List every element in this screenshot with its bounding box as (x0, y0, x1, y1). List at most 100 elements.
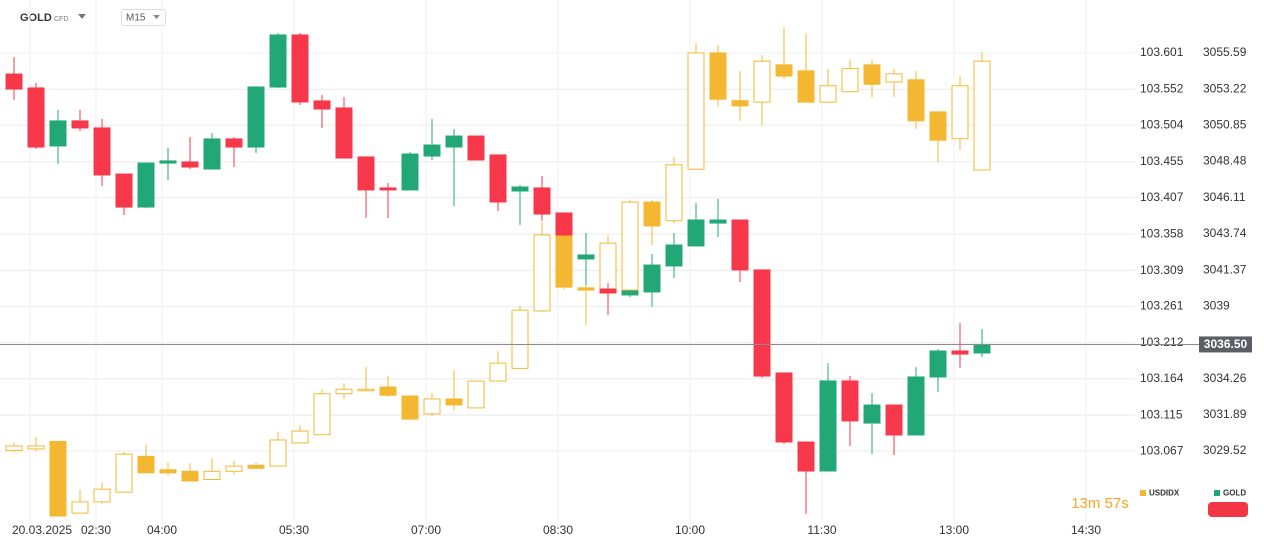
candles (5, 27, 991, 517)
legend-label: USDIDX (1149, 489, 1180, 498)
candle-body (511, 186, 529, 192)
candle-body (555, 234, 573, 288)
candle-body (181, 161, 199, 168)
candle-body (269, 439, 287, 467)
current-price-box (1199, 336, 1252, 353)
candle-body (5, 73, 23, 90)
y-tick-label: 103.309 (1140, 263, 1184, 277)
candle-body (951, 350, 969, 355)
candle-body (203, 470, 221, 480)
symbol[interactable]: GOLD (20, 12, 52, 24)
x-tick-label: 07:00 (411, 523, 441, 537)
y-tick-label: 103.212 (1140, 335, 1184, 349)
timeframe-box[interactable] (121, 9, 166, 26)
candle-body (225, 138, 243, 148)
y2-tick-label: 3039 (1203, 298, 1230, 312)
legend-swatch (1214, 490, 1220, 496)
symbol-dropdown[interactable] (78, 14, 86, 19)
candle-body (225, 465, 243, 472)
y2-tick-label: 3053.22 (1203, 81, 1247, 95)
x-tick-label: 04:00 (147, 523, 177, 537)
candle-body (973, 343, 991, 354)
legend-swatch (1140, 490, 1146, 496)
trade-button[interactable] (1208, 502, 1248, 517)
candle-body (841, 380, 859, 422)
timeframe[interactable]: M15 (126, 13, 146, 24)
y2-tick-label: 3041.37 (1203, 262, 1247, 276)
y2-tick-label: 3034.26 (1203, 371, 1247, 385)
x-tick-label: 05:30 (279, 523, 309, 537)
candle-body (71, 120, 89, 129)
y-tick-label: 103.115 (1140, 408, 1183, 422)
candle-body (929, 350, 947, 378)
candle-body (27, 445, 45, 450)
candle-body (49, 120, 67, 147)
candle-body (599, 242, 617, 291)
x-tick-label: 13:00 (939, 523, 969, 537)
candle-body (357, 156, 375, 191)
instrument-type: CFD (54, 16, 68, 23)
y2-tick-label: 3031.89 (1203, 407, 1247, 421)
candle-body (335, 388, 353, 395)
candle-body (467, 380, 485, 409)
candle-body (621, 201, 639, 291)
candle-body (335, 107, 353, 159)
candle-body (489, 154, 507, 203)
candle-body (93, 488, 111, 503)
candle-body (115, 453, 133, 493)
y-tick-label: 103.504 (1140, 117, 1184, 131)
candle-body (115, 173, 133, 208)
candle-body (709, 52, 727, 100)
x-tick-label: 11:30 (807, 523, 836, 537)
y2-tick-label: 3043.74 (1203, 226, 1247, 240)
candle-body (797, 441, 815, 472)
candle-body (291, 34, 309, 103)
candle-body (775, 372, 793, 443)
y-tick-label: 103.552 (1140, 82, 1184, 96)
current-price-label: 3036.50 (1204, 337, 1248, 351)
y-tick-label: 103.407 (1140, 190, 1184, 204)
grid (0, 0, 1135, 522)
y-tick-label: 103.358 (1140, 226, 1184, 240)
candle-body (291, 430, 309, 444)
candle-body (731, 100, 749, 107)
candle-body (731, 219, 749, 271)
legend-label: GOLD (1223, 489, 1246, 498)
countdown: 13m 57s (1071, 495, 1129, 512)
candle-body (841, 68, 859, 93)
candle-body (687, 219, 705, 247)
candle-body (753, 269, 771, 377)
x-tick-label: 20.03.2025 (12, 523, 72, 537)
candle-body (401, 395, 419, 420)
y2-tick-label: 3048.48 (1203, 154, 1247, 168)
candle-body (907, 79, 925, 122)
candle-body (181, 470, 199, 482)
candle-body (27, 87, 45, 148)
candle-body (753, 60, 771, 103)
axes: 103.601 103.552 103.504 103.455 103.407 103.3… (0, 45, 1252, 537)
candle-body (489, 362, 507, 382)
candle-body (577, 254, 595, 260)
candle-body (643, 201, 661, 227)
candle-body (269, 34, 287, 88)
candle-body (467, 135, 485, 161)
candle-body (5, 445, 23, 451)
candle-body (71, 501, 89, 514)
candle-body (819, 85, 837, 103)
candle-body (599, 288, 617, 294)
candle-body (885, 404, 903, 436)
candle-body (819, 380, 837, 472)
y-tick-label: 103.601 (1140, 45, 1184, 59)
candle-body (687, 52, 705, 170)
candle-body (709, 219, 727, 224)
candle-body (49, 440, 67, 517)
timeframe-dropdown[interactable] (153, 15, 160, 19)
candle-body (445, 135, 463, 148)
candle-body (533, 234, 551, 312)
y2-tick-label: 3046.11 (1203, 190, 1246, 204)
candle-body (247, 464, 265, 469)
candle-body (665, 244, 683, 267)
y-tick-label: 103.067 (1140, 443, 1184, 457)
candle-body (885, 73, 903, 83)
candle-body (159, 469, 177, 474)
